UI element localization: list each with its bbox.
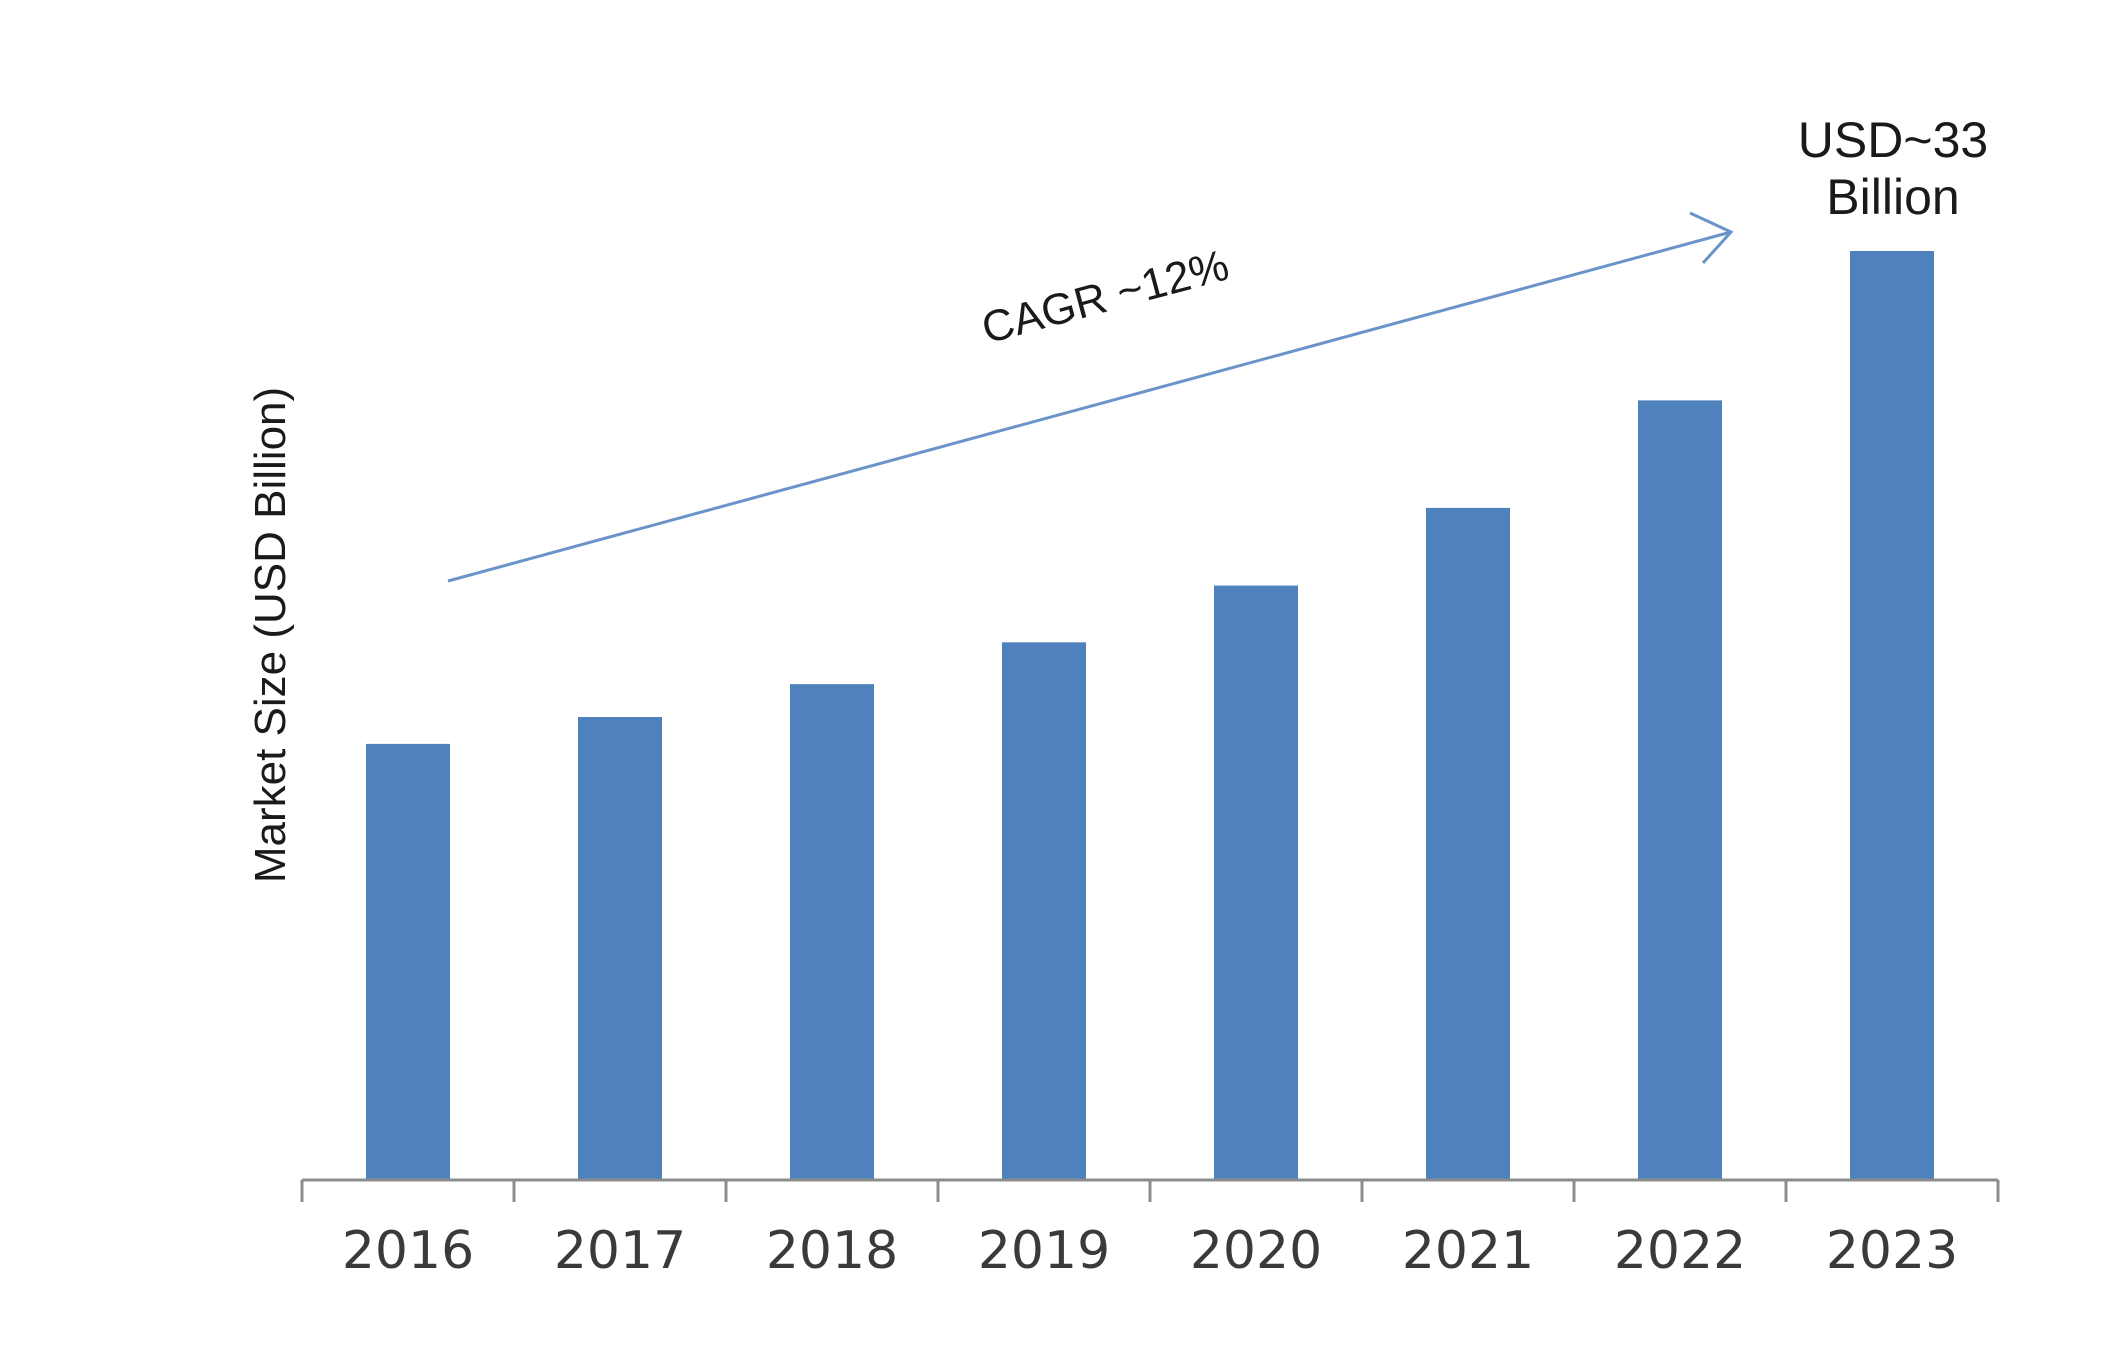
bar-2020 — [1214, 585, 1298, 1180]
last-value-callout-line2: Billion — [1826, 169, 1959, 225]
bars-layer — [366, 251, 1934, 1180]
x-axis-ticks — [300, 1180, 2000, 1202]
x-tick-labels: 2016 2017 2018 2019 2020 2021 2022 2023 — [342, 1221, 1958, 1281]
cagr-arrow — [447, 211, 1734, 583]
x-tick-label-2017: 2017 — [554, 1221, 686, 1281]
x-tick-label-2019: 2019 — [978, 1221, 1110, 1281]
cagr-label: CAGR ~12% — [977, 241, 1234, 354]
bar-2017 — [578, 716, 662, 1180]
cagr-arrow-line — [447, 230, 1732, 583]
cagr-arrow-head — [1689, 211, 1734, 265]
bar-2019 — [1002, 642, 1086, 1180]
last-value-callout-line1: USD~33 — [1798, 112, 1988, 168]
bar-2016 — [366, 743, 450, 1180]
bar-2021 — [1426, 507, 1510, 1180]
x-tick-label-2018: 2018 — [766, 1221, 898, 1281]
x-tick-label-2016: 2016 — [342, 1221, 474, 1281]
x-tick-label-2022: 2022 — [1614, 1221, 1746, 1281]
bar-2023 — [1850, 251, 1934, 1180]
x-tick-label-2020: 2020 — [1190, 1221, 1322, 1281]
y-axis-label: Market Size (USD Billion) — [246, 387, 295, 883]
bar-2018 — [790, 684, 874, 1180]
bar-2022 — [1638, 400, 1722, 1180]
x-tick-label-2021: 2021 — [1402, 1221, 1534, 1281]
x-tick-label-2023: 2023 — [1826, 1221, 1958, 1281]
